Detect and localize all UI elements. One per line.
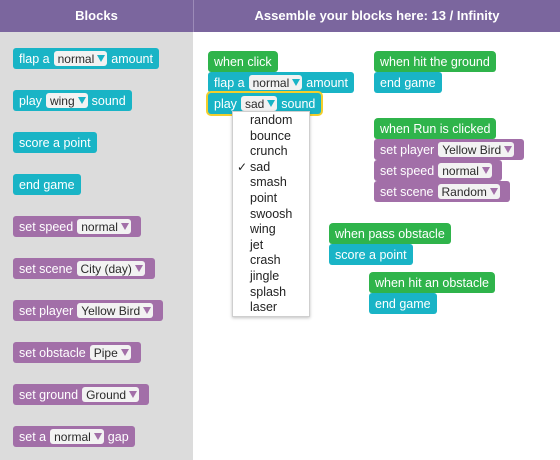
palette-end-game-block[interactable]: end game [13, 174, 81, 195]
palette-set-speed-block[interactable]: set speed normal [13, 216, 141, 237]
palette-flap-block[interactable]: flap a normal amount [13, 48, 159, 69]
palette-score-block[interactable]: score a point [13, 132, 97, 153]
when-hit-obstacle-event-block[interactable]: when hit an obstacle [369, 272, 495, 293]
workspace-set-player-block[interactable]: set player Yellow Bird [374, 139, 525, 160]
workspace-set-scene-block[interactable]: set scene Random [374, 181, 510, 202]
flap-amount-dropdown[interactable]: normal [248, 75, 303, 90]
header-bar: Blocks Assemble your blocks here: 13 / I… [0, 0, 560, 32]
scene-dropdown[interactable]: Random [437, 184, 500, 199]
player-dropdown[interactable]: Yellow Bird [438, 142, 515, 157]
palette-set-scene-block[interactable]: set scene City (day) [13, 258, 155, 279]
when-hit-ground-event-block[interactable]: when hit the ground [374, 51, 496, 72]
player-dropdown[interactable]: Yellow Bird [77, 303, 154, 318]
palette-set-ground-block[interactable]: set ground Ground [13, 384, 150, 405]
menu-item[interactable]: point [250, 190, 278, 205]
menu-item[interactable]: crunch [250, 144, 288, 159]
flap-amount-dropdown[interactable]: normal [53, 51, 108, 66]
menu-item[interactable]: wing [250, 222, 276, 237]
end-game-block[interactable]: end game [369, 293, 437, 314]
palette-set-obstacle-block[interactable]: set obstacle Pipe [13, 342, 141, 363]
menu-item[interactable]: laser [250, 300, 278, 315]
check-icon: ✓ [237, 159, 248, 174]
triangle-down-icon [93, 433, 102, 440]
triangle-down-icon [134, 265, 143, 272]
sound-dropdown-menu: random bounce crunch ✓ sad smash point sw… [232, 111, 310, 317]
obstacle-dropdown[interactable]: Pipe [89, 345, 131, 360]
menu-item[interactable]: random [250, 113, 293, 127]
menu-item[interactable]: swoosh [250, 206, 293, 221]
speed-dropdown[interactable]: normal [438, 163, 492, 178]
sound-dropdown[interactable]: wing [45, 93, 88, 108]
palette-set-gap-block[interactable]: set a normal gap [13, 426, 135, 447]
triangle-down-icon [489, 188, 498, 195]
triangle-down-icon [143, 307, 152, 314]
triangle-down-icon [97, 55, 106, 62]
palette-set-player-block[interactable]: set player Yellow Bird [13, 300, 164, 321]
end-game-block[interactable]: end game [374, 72, 442, 93]
menu-item[interactable]: crash [250, 253, 281, 268]
workspace-set-speed-block[interactable]: set speed normal [374, 160, 502, 181]
score-point-block[interactable]: score a point [329, 244, 413, 265]
header-divider [193, 0, 194, 32]
blocks-title: Blocks [75, 8, 118, 23]
when-pass-obstacle-event-block[interactable]: when pass obstacle [329, 223, 451, 244]
workspace-play-sound-block[interactable]: play sad sound [208, 93, 322, 114]
ground-dropdown[interactable]: Ground [82, 387, 140, 402]
gap-dropdown[interactable]: normal [50, 429, 104, 444]
menu-item-selected[interactable]: ✓ sad [237, 159, 271, 174]
workspace-title: Assemble your blocks here: 13 / Infinity [254, 8, 500, 23]
menu-item[interactable]: jingle [250, 268, 280, 283]
menu-item[interactable]: bounce [250, 128, 292, 143]
triangle-down-icon [504, 146, 513, 153]
triangle-down-icon [481, 167, 490, 174]
when-click-event-block[interactable]: when click [208, 51, 278, 72]
when-run-clicked-event-block[interactable]: when Run is clicked [374, 118, 497, 139]
menu-item[interactable]: jet [250, 237, 264, 252]
triangle-down-icon [120, 349, 129, 356]
menu-item[interactable]: smash [250, 175, 287, 190]
workspace-flap-block[interactable]: flap a normal amount [208, 72, 354, 93]
speed-dropdown[interactable]: normal [77, 219, 131, 234]
triangle-down-icon [120, 223, 129, 230]
triangle-down-icon [267, 100, 276, 107]
menu-item[interactable]: splash [250, 284, 287, 299]
scene-dropdown[interactable]: City (day) [76, 261, 145, 276]
triangle-down-icon [129, 391, 138, 398]
palette-play-sound-block[interactable]: play wing sound [13, 90, 132, 111]
sound-dropdown[interactable]: sad [240, 96, 278, 111]
triangle-down-icon [77, 97, 86, 104]
triangle-down-icon [292, 79, 301, 86]
